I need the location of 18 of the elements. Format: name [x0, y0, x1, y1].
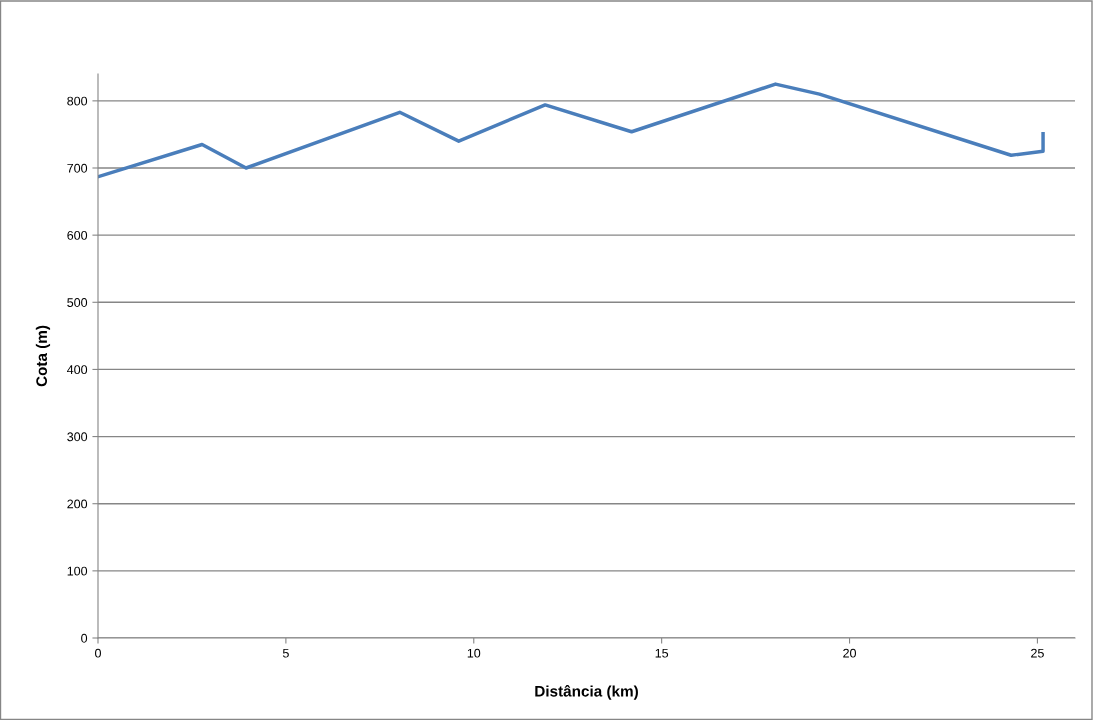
y-tick-label: 800 [67, 96, 88, 106]
line-series [98, 82, 1045, 179]
x-axis-title: Distância (km) [535, 685, 638, 700]
y-tick-label: 500 [67, 298, 88, 307]
y-axis-title: Cota (m) [35, 325, 51, 387]
x-tick-label: 15 [655, 648, 669, 658]
y-tick-label: 200 [67, 499, 88, 509]
x-tick-label: 10 [467, 648, 481, 658]
y-tick-label: 300 [67, 432, 88, 442]
y-tick-label: 0 [81, 633, 88, 643]
y-tick-label: 600 [67, 230, 88, 240]
y-tick-label: 700 [67, 163, 88, 173]
x-tick-label: 5 [282, 648, 289, 658]
x-tick-label: 0 [95, 648, 101, 658]
x-tick-label: 25 [1031, 648, 1044, 658]
x-tick-label: 20 [843, 648, 856, 658]
y-tick-label: 100 [67, 566, 88, 576]
y-tick-label: 400 [67, 365, 88, 375]
